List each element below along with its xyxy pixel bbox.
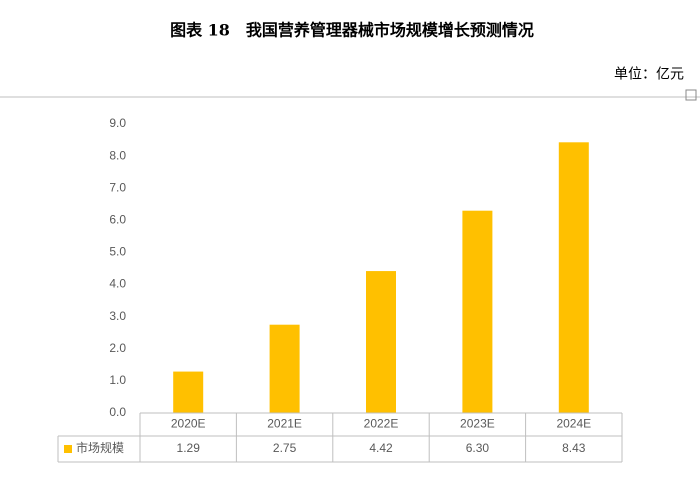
data-table-value: 4.42 [369, 441, 393, 455]
data-table-value: 1.29 [177, 441, 201, 455]
chart-title: 图表 18 我国营养管理器械市场规模增长预测情况 [170, 21, 534, 40]
bar [558, 142, 589, 413]
x-tick-label: 2020E [171, 417, 206, 431]
data-table-value: 6.30 [466, 441, 490, 455]
data-table-value: 8.43 [562, 441, 586, 455]
data-table-value: 2.75 [273, 441, 297, 455]
legend-key [64, 445, 72, 453]
unit-label: 单位：亿元 [614, 66, 684, 82]
y-tick-label: 7.0 [109, 180, 126, 194]
y-tick-label: 3.0 [109, 309, 126, 323]
bar [462, 210, 493, 413]
y-tick-label: 4.0 [109, 277, 126, 291]
y-tick-label: 5.0 [109, 245, 126, 259]
y-tick-label: 0.0 [109, 405, 126, 419]
x-tick-label: 2024E [556, 417, 591, 431]
x-tick-label: 2022E [364, 417, 399, 431]
legend-label: 市场规模 [76, 440, 124, 455]
y-tick-label: 6.0 [109, 213, 126, 227]
bar [173, 371, 204, 413]
bar [366, 271, 396, 413]
y-tick-label: 1.0 [109, 373, 126, 387]
x-tick-label: 2023E [460, 417, 495, 431]
y-tick-label: 8.0 [109, 148, 126, 162]
y-tick-label: 2.0 [109, 341, 126, 355]
anchor-icon [685, 89, 697, 101]
bar [269, 324, 300, 413]
y-tick-label: 9.0 [109, 116, 126, 130]
x-tick-label: 2021E [267, 417, 302, 431]
